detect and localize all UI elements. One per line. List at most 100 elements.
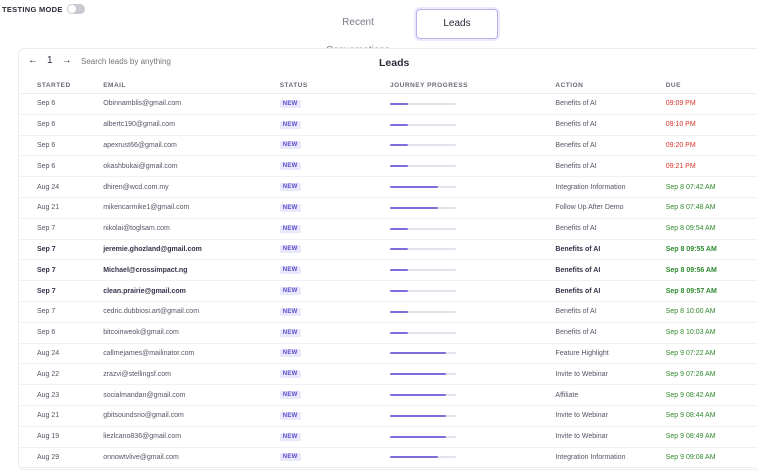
status-badge: NEW (279, 328, 301, 337)
status-cell: NEW (279, 384, 390, 406)
journey-progress-fill (389, 373, 447, 376)
table-row[interactable]: Aug 24 callmejames@mailinator.com NEW Featu… (19, 343, 757, 365)
status-cell: NEW (279, 426, 390, 448)
journey-progress-cell (389, 239, 556, 261)
table-row[interactable]: Aug 21 gbitsoundsrio@gmail.com NEW Invite t… (19, 405, 757, 427)
lead-email[interactable]: clean.prairie@gmail.com (103, 280, 280, 302)
lead-email[interactable]: gbitsoundsrio@gmail.com (103, 405, 280, 427)
journey-progress-fill (389, 165, 408, 168)
lead-email[interactable]: bitcoinweok@gmail.com (103, 322, 280, 344)
action-name: Benefits of AI (555, 135, 666, 157)
lead-email[interactable]: cedric.dubbiosi.art@gmail.com (103, 301, 280, 323)
tab-recent-conversations[interactable]: Recent Conversations (326, 17, 390, 56)
due-time: Sep 8 09:54 AM (665, 218, 757, 240)
status-badge: NEW (279, 453, 301, 462)
lead-email[interactable]: apexrust66@gmail.com (103, 135, 280, 157)
due-time: Sep 8 10:03 AM (665, 322, 757, 344)
journey-progress-bar (389, 186, 456, 189)
journey-progress-fill (389, 186, 438, 189)
journey-progress-bar (389, 290, 456, 293)
journey-progress-fill (389, 456, 438, 459)
table-row[interactable]: Sep 7 nikolai@toglsam.com NEW Benefits of A… (19, 218, 757, 240)
status-cell: NEW (279, 197, 390, 219)
started-date: Sep 7 (19, 239, 104, 261)
started-date: Aug 21 (19, 197, 104, 219)
next-page-arrow-icon[interactable]: → (61, 55, 72, 66)
journey-progress-fill (389, 290, 408, 293)
column-header-action[interactable]: ACTION (555, 77, 666, 94)
lead-email[interactable]: onnowtvlive@gmail.com (103, 447, 280, 469)
lead-email[interactable]: jeremie.ghozland@gmail.com (103, 239, 280, 261)
lead-email[interactable]: okashbukai@gmail.com (103, 155, 280, 178)
table-row[interactable]: Sep 6 albertc190@gmail.com NEW Benefits of … (19, 114, 757, 136)
lead-email[interactable]: albertc190@gmail.com (103, 114, 280, 136)
table-row[interactable]: Sep 6 okashbukai@gmail.com NEW Benefits of … (19, 155, 757, 178)
action-name: Integration Information (555, 176, 666, 198)
leads-search-input[interactable] (81, 57, 221, 66)
status-cell: NEW (279, 363, 390, 386)
table-row[interactable]: Sep 6 Obinnamblis@gmail.com NEW Benefits of… (19, 93, 757, 115)
column-header-due[interactable]: DUE (665, 77, 757, 94)
table-row[interactable]: Sep 7 clean.prairie@gmail.com NEW Benefits … (19, 280, 757, 302)
started-date: Sep 6 (19, 322, 104, 344)
status-cell: NEW (279, 322, 390, 344)
lead-email[interactable]: socialmandan@gmail.com (103, 384, 280, 406)
table-row[interactable]: Aug 19 liezlcano836@gmail.com NEW Invite to… (19, 426, 757, 448)
journey-progress-fill (389, 310, 408, 313)
table-row[interactable]: Sep 7 jeremie.ghozland@gmail.com NEW Benefi… (19, 239, 757, 261)
journey-progress-fill (389, 435, 447, 438)
started-date: Sep 7 (19, 301, 104, 323)
table-row[interactable]: Aug 21 mikencarmike1@gmail.com NEW Follow U… (19, 197, 757, 219)
table-row[interactable]: Sep 6 apexrust66@gmail.com NEW Benefits of … (19, 135, 757, 157)
status-badge: NEW (279, 99, 301, 108)
journey-progress-cell (389, 155, 556, 178)
table-row[interactable]: Aug 22 zrazvi@stellingsf.com NEW Invite to … (19, 363, 757, 386)
journey-progress-cell (389, 93, 556, 115)
journey-progress-cell (389, 384, 556, 406)
status-cell: NEW (279, 114, 390, 136)
table-row[interactable]: Sep 7 Michael@crossimpact.ng NEW Benefits o… (19, 259, 757, 282)
lead-email[interactable]: callmejames@mailinator.com (103, 343, 280, 365)
journey-progress-bar (389, 414, 456, 417)
action-name: Benefits of AI (555, 239, 666, 261)
action-name: Invite to Webinar (555, 426, 666, 448)
testing-mode-control[interactable]: TESTING MODE (2, 4, 85, 14)
table-row[interactable]: Sep 7 cedric.dubbiosi.art@gmail.com NEW Ben… (19, 301, 757, 323)
lead-email[interactable]: Michael@crossimpact.ng (103, 259, 280, 282)
lead-email[interactable]: dhiren@wcd.com.my (103, 176, 280, 198)
column-header-started[interactable]: STARTED (19, 77, 104, 94)
journey-progress-bar (389, 456, 456, 459)
started-date: Sep 7 (19, 259, 104, 282)
status-badge: NEW (279, 287, 301, 296)
table-row[interactable]: Aug 29 onnowtvlive@gmail.com NEW Integratio… (19, 447, 757, 469)
table-row[interactable]: Aug 24 dhiren@wcd.com.my NEW Integration In… (19, 176, 757, 198)
lead-email[interactable]: mikencarmike1@gmail.com (103, 197, 280, 219)
lead-email[interactable]: liezlcano836@gmail.com (103, 426, 280, 448)
status-cell: NEW (279, 343, 390, 365)
lead-email[interactable]: zrazvi@stellingsf.com (103, 363, 280, 386)
lead-email[interactable]: Obinnamblis@gmail.com (103, 93, 280, 115)
prev-page-arrow-icon[interactable]: ← (28, 55, 38, 66)
action-name: Follow Up After Demo (555, 197, 666, 219)
table-row[interactable]: Aug 23 socialmandan@gmail.com NEW Affiliate… (19, 384, 757, 406)
tab-leads[interactable]: Leads (416, 9, 498, 39)
column-header-email[interactable]: EMAIL (103, 77, 280, 94)
journey-progress-bar (389, 206, 456, 209)
column-header-journey-progress[interactable]: JOURNEY PROGRESS (389, 77, 556, 94)
action-name: Invite to Webinar (555, 405, 666, 427)
status-badge: NEW (279, 141, 301, 150)
journey-progress-cell (389, 447, 556, 469)
column-header-status[interactable]: STATUS (279, 77, 390, 94)
status-cell: NEW (279, 93, 390, 115)
journey-progress-bar (389, 248, 456, 251)
table-row[interactable]: Sep 6 bitcoinweok@gmail.com NEW Benefits of… (19, 322, 757, 344)
journey-progress-cell (389, 218, 556, 240)
current-page-number: 1 (47, 55, 53, 66)
lead-email[interactable]: nikolai@toglsam.com (103, 218, 280, 240)
due-time: 09:09 PM (665, 93, 757, 115)
action-name: Benefits of AI (555, 259, 666, 282)
started-date: Sep 6 (19, 93, 104, 115)
testing-mode-toggle[interactable] (66, 4, 85, 14)
status-cell: NEW (279, 239, 390, 261)
due-time: Sep 9 07:26 AM (665, 363, 757, 386)
